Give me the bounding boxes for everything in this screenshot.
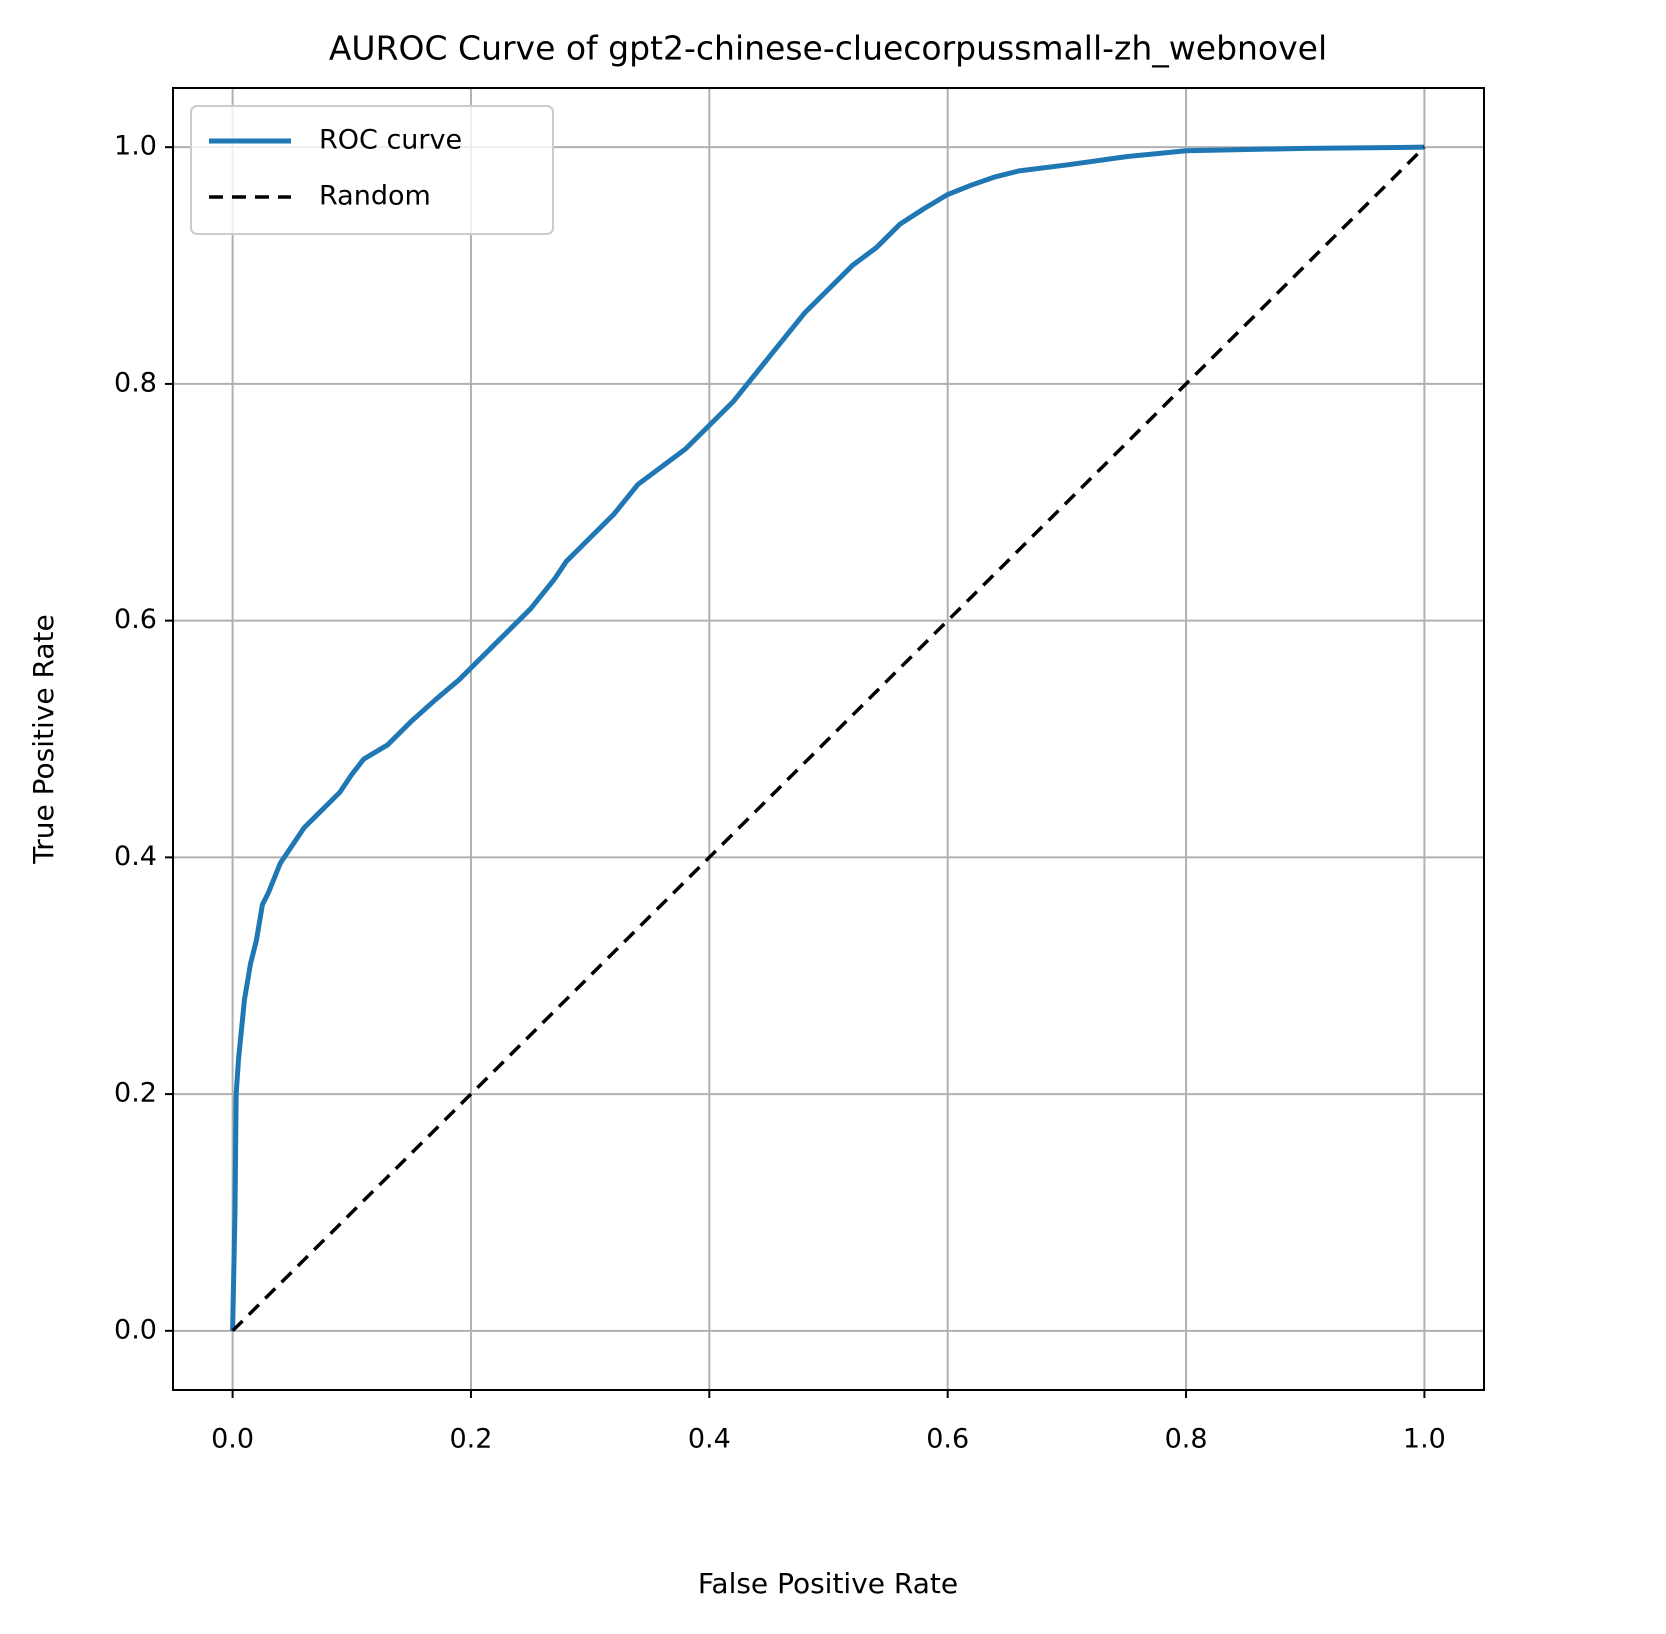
y-tick-label: 0.2: [114, 1078, 157, 1109]
series-line: [230, 144, 1425, 1331]
x-tick-label: 0.4: [688, 1424, 731, 1455]
x-axis-label: False Positive Rate: [698, 1567, 958, 1600]
x-tick-label: 1.0: [1403, 1424, 1446, 1455]
y-tick-label: 0.4: [114, 841, 157, 872]
y-tick-label: 1.0: [114, 131, 157, 162]
plot-frame: [172, 87, 1485, 1391]
x-tick-label: 0.8: [1165, 1424, 1208, 1455]
y-tick-label: 0.0: [114, 1314, 157, 1345]
y-axis-label: True Positive Rate: [27, 614, 60, 864]
chart-title: AUROC Curve of gpt2-chinese-cluecorpussm…: [329, 29, 1327, 68]
x-tick-label: 0.0: [211, 1424, 254, 1455]
x-tick-label: 0.2: [449, 1424, 492, 1455]
series-line: [231, 145, 1426, 1333]
legend-label: ROC curve: [319, 125, 462, 156]
x-tick-label: 0.6: [926, 1424, 969, 1455]
y-tick-label: 0.8: [114, 367, 157, 398]
y-tick-label: 0.6: [114, 604, 157, 635]
legend-label: Random: [319, 181, 431, 212]
legend-box: [190, 105, 554, 235]
